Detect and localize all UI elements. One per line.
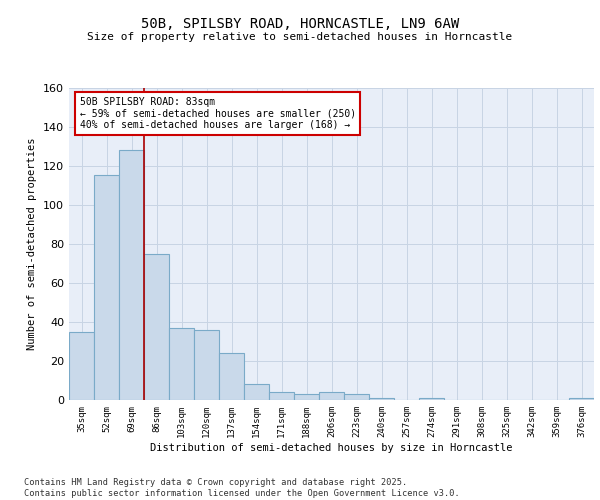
Bar: [569, 398, 594, 400]
Bar: [169, 328, 194, 400]
Y-axis label: Number of semi-detached properties: Number of semi-detached properties: [28, 138, 37, 350]
Text: 50B, SPILSBY ROAD, HORNCASTLE, LN9 6AW: 50B, SPILSBY ROAD, HORNCASTLE, LN9 6AW: [141, 18, 459, 32]
X-axis label: Distribution of semi-detached houses by size in Horncastle: Distribution of semi-detached houses by …: [150, 442, 513, 452]
Bar: [244, 384, 269, 400]
Bar: [144, 254, 169, 400]
Text: Size of property relative to semi-detached houses in Horncastle: Size of property relative to semi-detach…: [88, 32, 512, 42]
Bar: [369, 398, 394, 400]
Bar: [294, 394, 319, 400]
Bar: [94, 176, 119, 400]
Text: Contains HM Land Registry data © Crown copyright and database right 2025.
Contai: Contains HM Land Registry data © Crown c…: [24, 478, 460, 498]
Bar: [319, 392, 344, 400]
Bar: [219, 353, 244, 400]
Bar: [419, 398, 444, 400]
Bar: [269, 392, 294, 400]
Bar: [119, 150, 144, 400]
Bar: [194, 330, 219, 400]
Text: 50B SPILSBY ROAD: 83sqm
← 59% of semi-detached houses are smaller (250)
40% of s: 50B SPILSBY ROAD: 83sqm ← 59% of semi-de…: [79, 97, 356, 130]
Bar: [344, 394, 369, 400]
Bar: [69, 332, 94, 400]
